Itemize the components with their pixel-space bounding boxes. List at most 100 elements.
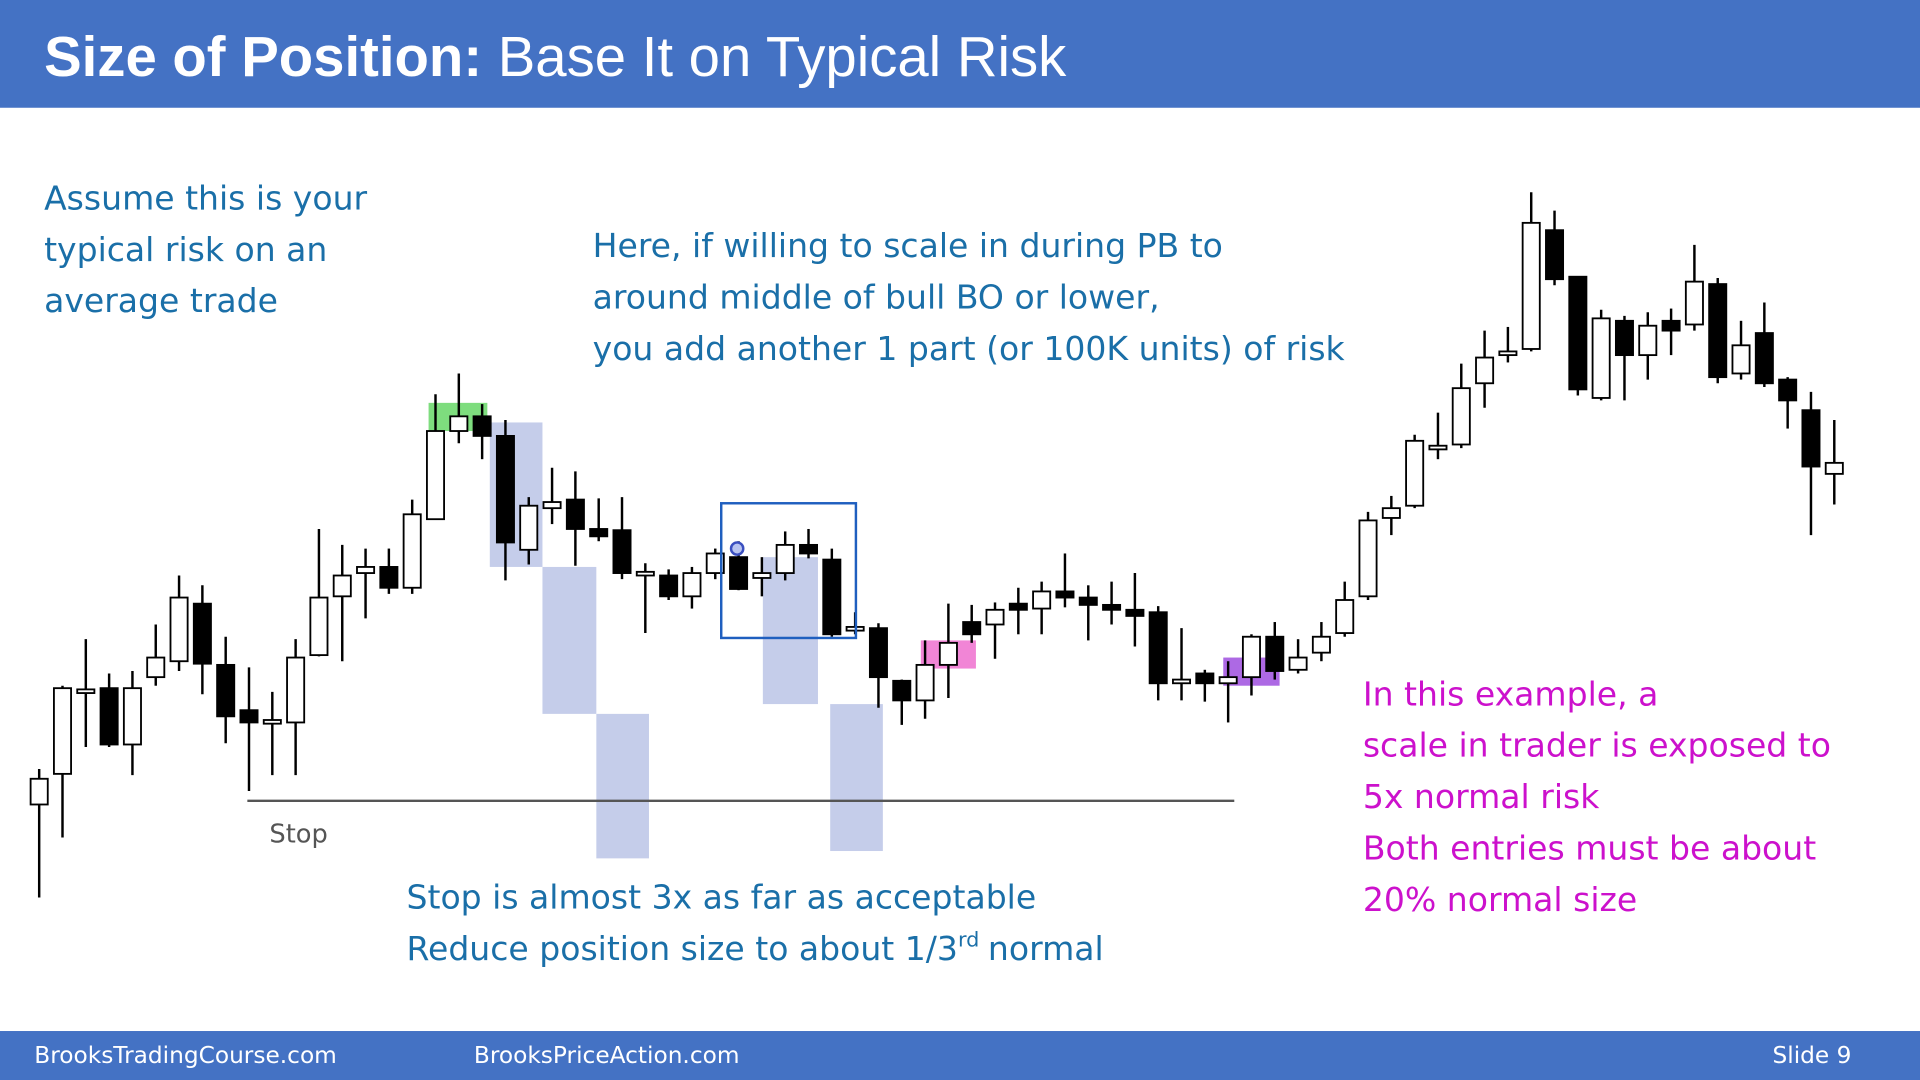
- candle-body: [962, 621, 982, 636]
- candle-body: [915, 663, 935, 702]
- candle-body: [1591, 317, 1611, 399]
- slide-number: Slide 9: [1772, 1042, 1851, 1069]
- candle-body: [938, 641, 958, 666]
- candle-body: [659, 574, 679, 598]
- candle-body: [1521, 221, 1541, 350]
- title-rest: Base It on Typical Risk: [498, 25, 1067, 88]
- candle-body: [356, 566, 376, 574]
- risk-box: [762, 557, 818, 705]
- candle-body: [1708, 283, 1728, 379]
- candle-body: [682, 572, 702, 598]
- note-line: Both entries must be about: [1363, 829, 1816, 868]
- candle-body: [705, 552, 725, 574]
- candle-body: [426, 430, 445, 521]
- candle-body: [519, 504, 539, 551]
- candle-body: [1428, 444, 1448, 451]
- candle-body: [868, 627, 888, 679]
- title: Size of Position: Base It on Typical Ris…: [44, 25, 1067, 88]
- candle-body: [589, 528, 609, 538]
- note-line: In this example, a: [1363, 674, 1659, 713]
- candle-body: [472, 415, 492, 437]
- note-line: Here, if willing to scale in during PB t…: [593, 226, 1223, 265]
- candle-body: [1801, 409, 1821, 468]
- candle-body: [1288, 656, 1308, 671]
- candle-body: [449, 415, 469, 432]
- candle-body: [1078, 596, 1098, 606]
- footer-middle: BrooksPriceAction.com: [474, 1042, 740, 1069]
- candle-body: [985, 608, 1005, 626]
- candle-body: [286, 656, 306, 724]
- candle-body: [1055, 590, 1075, 599]
- stop-label: Stop: [269, 819, 327, 849]
- candle-body: [1638, 324, 1658, 357]
- candle-body: [402, 513, 422, 589]
- example-note: In this example, a scale in trader is ex…: [1363, 674, 1831, 919]
- candle-body: [1311, 635, 1331, 654]
- note-line: scale in trader is exposed to: [1363, 726, 1831, 765]
- candle-body: [1008, 602, 1028, 611]
- candle-body: [495, 435, 515, 544]
- superscript: rd: [958, 928, 979, 952]
- candle-body: [1195, 672, 1215, 685]
- candle-body: [565, 498, 585, 530]
- candle-body: [1684, 280, 1704, 326]
- note-line: Assume this is your: [44, 178, 367, 217]
- candle-body: [146, 656, 166, 679]
- candle-body: [1358, 519, 1378, 598]
- candle-body: [1661, 319, 1681, 332]
- note-line: Reduce position size to about 1/3rd norma…: [407, 928, 1104, 968]
- risk-overlays: [247, 402, 1280, 859]
- candle-body: [1731, 344, 1751, 375]
- candle-body: [1241, 635, 1261, 679]
- candle-body: [216, 663, 236, 718]
- candle-body: [1172, 678, 1192, 685]
- candle-body: [1614, 319, 1634, 357]
- note-line: typical risk on an: [44, 230, 327, 269]
- candle-body: [192, 602, 212, 665]
- candle-body: [29, 777, 49, 806]
- candle-body: [822, 558, 842, 636]
- candle-body: [892, 679, 912, 702]
- cursor-marker: [729, 541, 745, 556]
- note-line: average trade: [44, 281, 278, 320]
- candle-body: [752, 572, 772, 579]
- risk-box: [830, 704, 883, 852]
- candle-body: [1335, 599, 1355, 634]
- candle-body: [542, 501, 562, 510]
- candle-body: [635, 570, 655, 577]
- candle-body: [1451, 387, 1471, 446]
- candle-body: [1754, 332, 1774, 385]
- risk-box: [542, 566, 597, 714]
- candle-body: [1498, 350, 1518, 357]
- candle-body: [309, 596, 329, 657]
- candle-body: [1778, 378, 1798, 402]
- candle-body: [1381, 507, 1401, 519]
- scale-in-box: [720, 502, 858, 640]
- candle-body: [99, 687, 119, 746]
- candle-body: [1125, 608, 1145, 617]
- candle-body: [239, 709, 259, 724]
- candle-body: [612, 529, 632, 574]
- candle-body: [122, 687, 142, 746]
- candle-body: [53, 687, 72, 775]
- risk-box: [596, 713, 649, 859]
- footer-left: BrooksTradingCourse.com: [34, 1042, 337, 1069]
- candle-body: [1545, 229, 1565, 281]
- note-line: Stop is almost 3x as far as acceptable: [407, 878, 1037, 917]
- note-text: normal: [988, 929, 1104, 968]
- candle-body: [1102, 603, 1122, 611]
- candle-body: [1475, 356, 1495, 385]
- note-text: Reduce position size to about 1/3: [407, 929, 958, 968]
- note-line: 5x normal risk: [1363, 777, 1600, 816]
- scale-in-note: Here, if willing to scale in during PB t…: [593, 226, 1346, 368]
- header-bar: [0, 0, 1920, 108]
- candle-body: [1824, 461, 1844, 475]
- candle-body: [332, 574, 352, 598]
- candle-body: [799, 543, 819, 555]
- footer-bar: [0, 1031, 1920, 1080]
- candle-body: [729, 556, 749, 590]
- candle-body: [1265, 635, 1285, 672]
- title-bold: Size of Position:: [44, 25, 482, 88]
